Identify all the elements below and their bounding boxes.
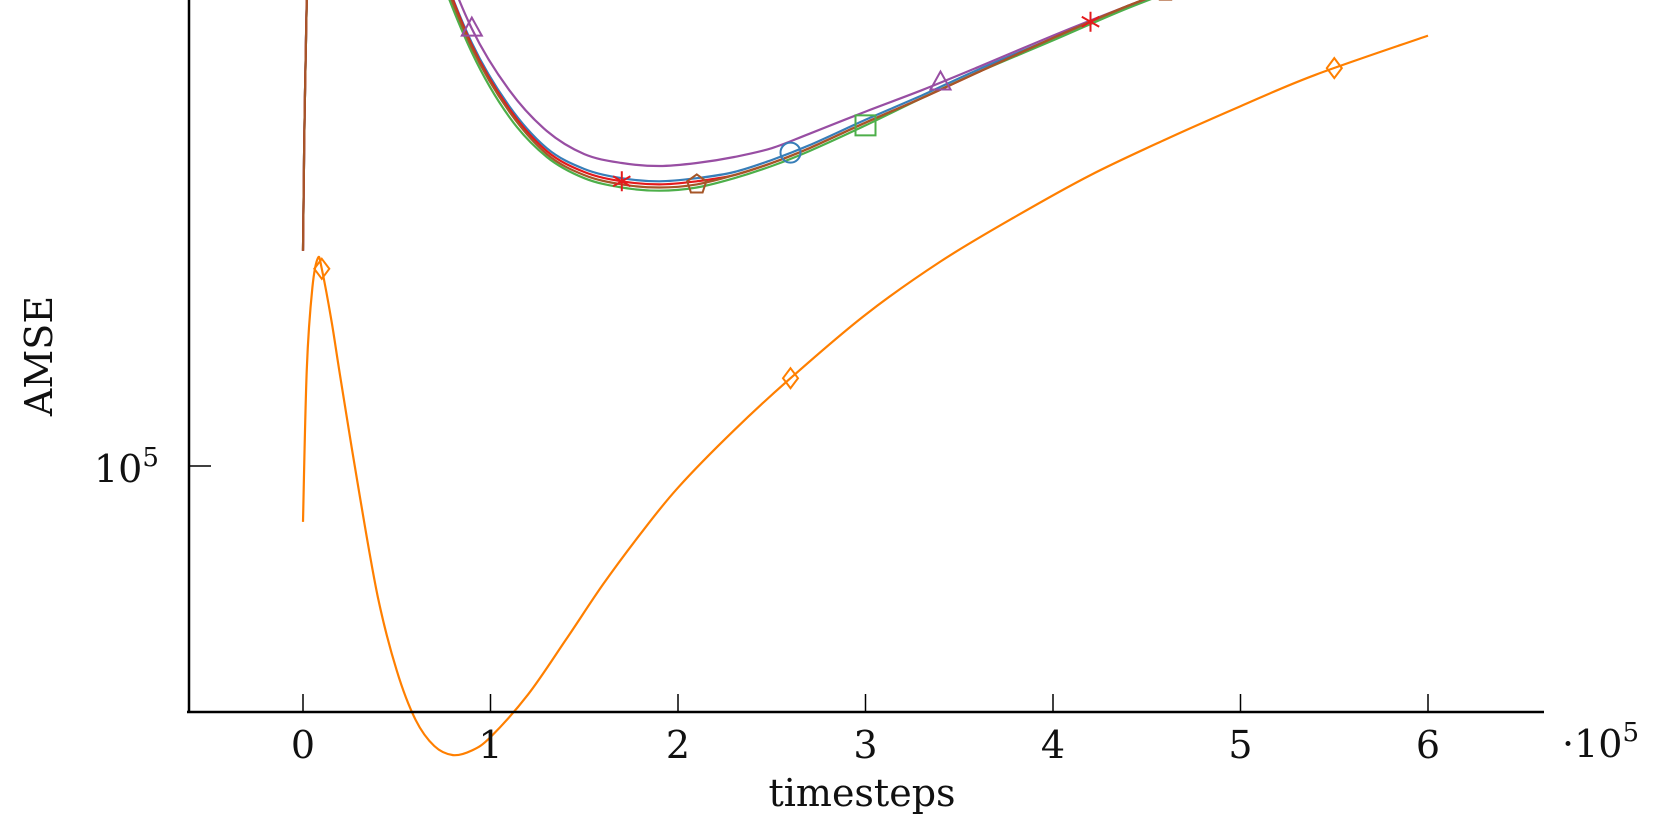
series-marker-star xyxy=(612,171,631,192)
series-marker-pentagon xyxy=(686,173,708,194)
y-tick-label-base: 10 xyxy=(94,447,142,491)
x-axis-multiplier-exponent: 5 xyxy=(1622,718,1639,748)
series-marker-diamond xyxy=(1325,56,1344,80)
y-tick-label: 105 xyxy=(94,443,159,491)
series-line-square xyxy=(301,0,1152,251)
x-tick-label: 1 xyxy=(478,723,502,767)
x-axis-multiplier: ·105 xyxy=(1562,718,1639,766)
x-tick-label: 6 xyxy=(1416,723,1440,767)
series-marker-square xyxy=(854,114,877,137)
x-tick-layer: 0 1 2 3 4 5 6 xyxy=(291,694,1440,767)
series-marker-triangle xyxy=(460,15,484,37)
series-line-diamond xyxy=(301,34,1429,757)
series-line-triangle xyxy=(301,0,1147,251)
x-tick-label: 5 xyxy=(1228,723,1252,767)
y-tick-layer: 105 xyxy=(94,443,211,491)
series-line-pentagon xyxy=(301,0,1146,251)
x-tick-label: 4 xyxy=(1041,723,1065,767)
x-axis-multiplier-base: ·10 xyxy=(1562,722,1622,766)
x-tick-label: 3 xyxy=(853,723,877,767)
series-marker-diamond xyxy=(781,366,800,390)
series-marker-triangle xyxy=(928,69,953,91)
x-tick-label: 0 xyxy=(291,723,315,767)
y-axis-title: AMSE xyxy=(17,296,61,417)
x-tick-label: 2 xyxy=(666,723,690,767)
y-tick-label-exponent: 5 xyxy=(142,443,159,473)
series-marker-diamond xyxy=(313,257,331,281)
marker-layer xyxy=(313,0,1344,390)
series-marker-star xyxy=(1081,11,1100,32)
series-layer xyxy=(301,0,1429,757)
series-marker-circle xyxy=(779,141,802,164)
x-axis-title: timesteps xyxy=(768,771,955,815)
